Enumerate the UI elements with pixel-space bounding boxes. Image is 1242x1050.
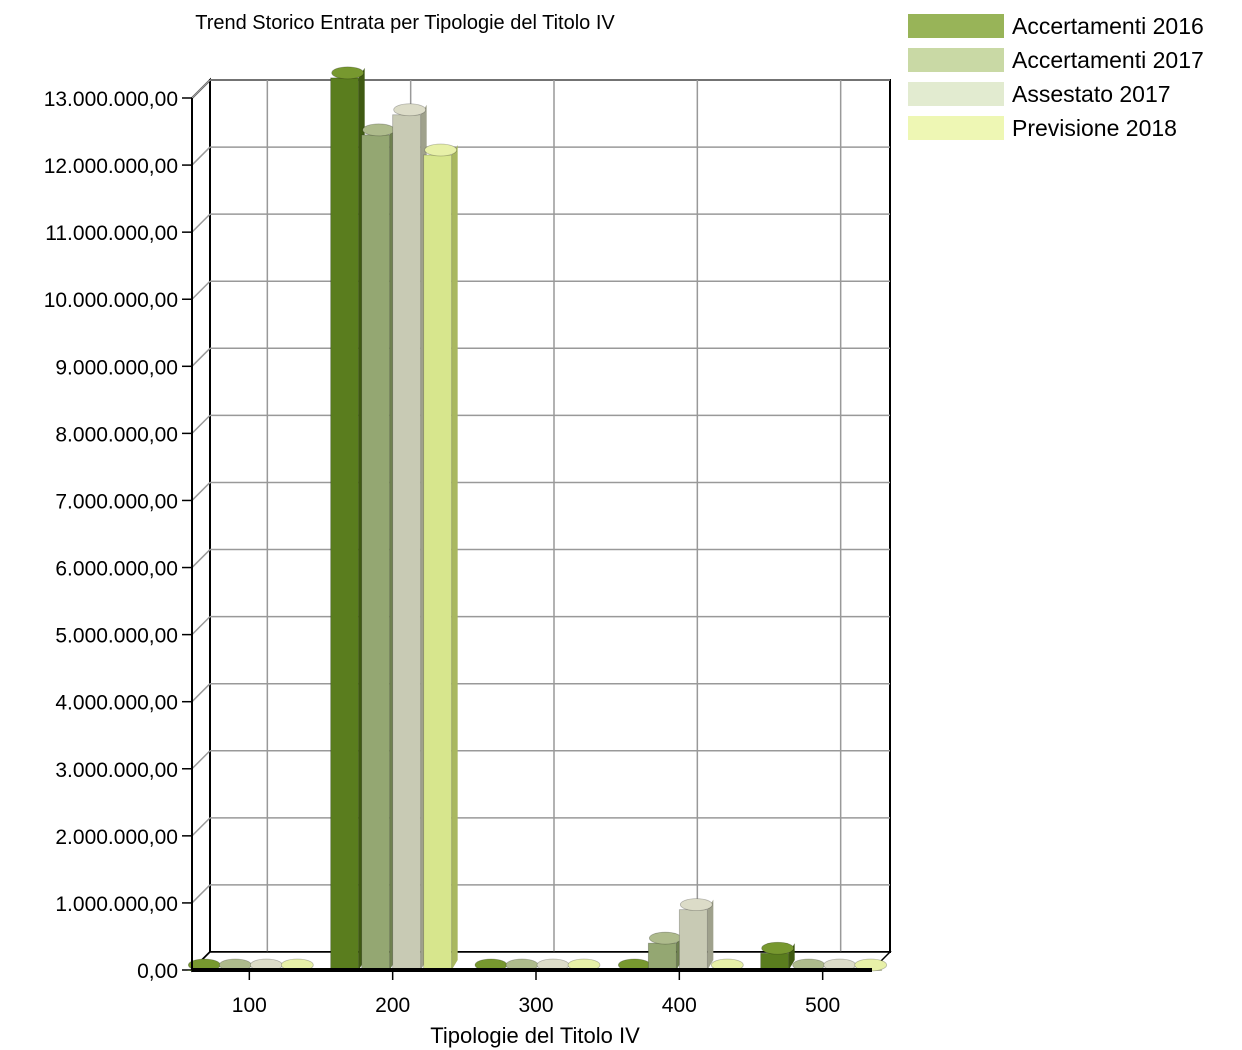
x-tick-label: 300 bbox=[518, 994, 553, 1017]
bar-top bbox=[679, 898, 713, 912]
bar-front bbox=[392, 114, 422, 971]
bar-top bbox=[362, 123, 396, 137]
bar-front bbox=[647, 942, 677, 971]
y-gridline-depth bbox=[191, 481, 211, 501]
y-gridline-depth bbox=[191, 213, 211, 233]
bar-front bbox=[330, 77, 360, 971]
legend: Accertamenti 2016 Accertamenti 2017 Assest… bbox=[908, 13, 1204, 141]
y-tick-label: 6.000.000,00 bbox=[55, 558, 178, 581]
x-tick-label: 200 bbox=[375, 994, 410, 1017]
y-gridline-depth bbox=[191, 817, 211, 837]
y-tick-label: 9.000.000,00 bbox=[55, 356, 178, 379]
bar-front bbox=[760, 952, 790, 971]
chart-title: Trend Storico Entrata per Tipologie del … bbox=[195, 12, 615, 34]
legend-swatch bbox=[908, 48, 1004, 72]
y-tick-label: 0,00 bbox=[137, 960, 178, 983]
y-gridline-depth bbox=[191, 347, 211, 367]
y-gridline-depth bbox=[191, 79, 211, 99]
bar-top bbox=[761, 941, 795, 955]
y-tick-label: 12.000.000,00 bbox=[44, 155, 178, 178]
back-wall bbox=[209, 79, 891, 953]
plot-area: 0,00 1.000.000,00 2.000.000,00 3.000.000,00… bbox=[44, 66, 892, 1017]
bar-side bbox=[451, 145, 458, 970]
bar-accertamenti-2017-400 bbox=[647, 931, 683, 971]
bar-assestato-2017-200 bbox=[392, 103, 427, 971]
y-gridline-depth bbox=[191, 414, 211, 434]
y-tick-label: 10.000.000,00 bbox=[44, 289, 178, 312]
x-tick-label: 100 bbox=[232, 994, 267, 1017]
y-tick-label: 8.000.000,00 bbox=[55, 423, 178, 446]
bar-previsione-2018-200 bbox=[423, 143, 458, 971]
y-tick-label: 3.000.000,00 bbox=[55, 759, 178, 782]
y-gridline-depth bbox=[191, 280, 211, 300]
y-tick-label: 11.000.000,00 bbox=[45, 222, 178, 245]
bar-top bbox=[331, 66, 365, 80]
legend-label: Assestato 2017 bbox=[1012, 81, 1171, 107]
legend-swatch bbox=[908, 116, 1004, 140]
y-tick-label: 5.000.000,00 bbox=[55, 625, 178, 648]
side-wall bbox=[191, 77, 211, 973]
legend-label: Previsione 2018 bbox=[1012, 115, 1177, 141]
y-gridline-depth bbox=[191, 683, 211, 703]
bar-top bbox=[393, 103, 427, 117]
y-tick-label: 1.000.000,00 bbox=[55, 893, 178, 916]
y-tick-label: 2.000.000,00 bbox=[55, 826, 178, 849]
x-axis-label: Tipologie del Titolo IV bbox=[430, 1023, 640, 1048]
bar-side bbox=[788, 943, 795, 970]
bar-front bbox=[423, 154, 453, 971]
y-gridline-depth bbox=[191, 884, 211, 904]
legend-label: Accertamenti 2016 bbox=[1012, 13, 1204, 39]
y-gridline-depth bbox=[191, 146, 211, 166]
y-gridline-depth bbox=[191, 549, 211, 569]
bar-assestato-2017-400 bbox=[678, 898, 714, 971]
bar-accertamenti-2017-200 bbox=[361, 123, 396, 971]
y-tick-label: 4.000.000,00 bbox=[55, 692, 178, 715]
legend-swatch bbox=[908, 14, 1004, 38]
y-gridline-depth bbox=[191, 750, 211, 770]
y-tick-label: 7.000.000,00 bbox=[55, 490, 178, 513]
bar-top bbox=[648, 931, 682, 945]
bar-accertamenti-2016-200 bbox=[330, 66, 365, 971]
legend-swatch bbox=[908, 82, 1004, 106]
bar-front bbox=[678, 909, 708, 971]
bar-front bbox=[361, 134, 391, 971]
x-tick-label: 500 bbox=[805, 994, 840, 1017]
y-tick-label: 13.000.000,00 bbox=[44, 88, 178, 111]
bar-accertamenti-2016-500 bbox=[760, 941, 795, 971]
legend-label: Accertamenti 2017 bbox=[1012, 47, 1204, 73]
bar-top bbox=[424, 143, 458, 157]
bar-side bbox=[707, 899, 714, 970]
y-gridline-depth bbox=[191, 616, 211, 636]
x-tick-label: 400 bbox=[662, 994, 697, 1017]
